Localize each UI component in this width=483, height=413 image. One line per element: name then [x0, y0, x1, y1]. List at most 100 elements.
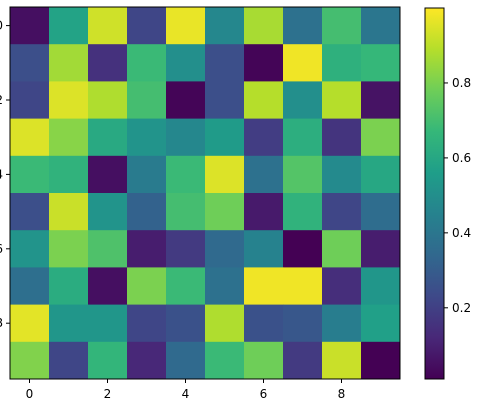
heatmap-cell-8-1: [49, 304, 89, 343]
heatmap-cell-7-3: [127, 267, 167, 306]
heatmap-cell-6-0: [10, 230, 50, 268]
heatmap-cell-4-0: [10, 155, 50, 194]
y-tick-label: 0: [0, 19, 3, 33]
heatmap-cell-1-2: [88, 44, 128, 82]
heatmap-cell-8-8: [322, 304, 362, 343]
heatmap-cell-8-5: [205, 304, 245, 343]
colorbar-tick-label: 0.8: [452, 76, 471, 90]
heatmap-cell-5-3: [127, 193, 167, 231]
heatmap-cell-1-9: [361, 44, 401, 82]
heatmap-cell-5-5: [205, 193, 245, 231]
heatmap-cell-3-9: [361, 118, 401, 157]
colorbar-ticks: 0.2 0.4 0.6 0.8: [444, 76, 471, 315]
heatmap-cell-6-7: [283, 230, 323, 268]
heatmap-cell-5-1: [49, 193, 89, 231]
heatmap-cell-7-9: [361, 267, 401, 306]
heatmap-cell-7-8: [322, 267, 362, 306]
colorbar-tick-label: 0.6: [452, 151, 471, 165]
heatmap-cell-3-4: [166, 118, 206, 157]
heatmap-cell-4-1: [49, 155, 89, 194]
heatmap-cell-1-0: [10, 44, 50, 82]
heatmap-cell-5-2: [88, 193, 128, 231]
heatmap-cell-9-0: [10, 341, 50, 380]
heatmap-cell-9-9: [361, 341, 401, 380]
heatmap-cell-7-4: [166, 267, 206, 306]
heatmap-cell-0-7: [283, 7, 323, 45]
heatmap-cell-8-9: [361, 304, 401, 343]
y-axis-ticks: 0 2 4 6 8: [0, 19, 10, 330]
heatmap-cell-9-5: [205, 341, 245, 380]
heatmap-cell-4-2: [88, 155, 128, 194]
heatmap-cell-7-6: [244, 267, 284, 306]
heatmap-cell-9-8: [322, 341, 362, 380]
plot-frame: [9, 6, 401, 380]
heatmap-cell-2-9: [361, 81, 401, 120]
heatmap-cell-4-5: [205, 155, 245, 194]
heatmap-cell-6-2: [88, 230, 128, 268]
colorbar-tick-label: 0.2: [452, 301, 471, 315]
heatmap-cell-2-4: [166, 81, 206, 120]
heatmap-cell-0-1: [49, 7, 89, 45]
heatmap-cell-3-0: [10, 118, 50, 157]
x-axis-ticks: 0 2 4 6 8: [26, 379, 346, 401]
heatmap-cell-7-5: [205, 267, 245, 306]
heatmap-cell-5-7: [283, 193, 323, 231]
heatmap-cell-0-4: [166, 7, 206, 45]
colorbar: [424, 7, 445, 380]
heatmap-cell-4-6: [244, 155, 284, 194]
heatmap-cell-3-8: [322, 118, 362, 157]
heatmap-cell-8-3: [127, 304, 167, 343]
heatmap-cell-6-4: [166, 230, 206, 268]
heatmap-cell-8-0: [10, 304, 50, 343]
x-tick-label: 0: [26, 387, 34, 401]
heatmap-cell-9-6: [244, 341, 284, 380]
heatmap-cell-5-6: [244, 193, 284, 231]
heatmap-cell-3-1: [49, 118, 89, 157]
heatmap-cell-0-6: [244, 7, 284, 45]
heatmap-cell-1-3: [127, 44, 167, 82]
heatmap-cell-0-0: [10, 7, 50, 45]
heatmap-cell-5-8: [322, 193, 362, 231]
heatmap-cell-6-5: [205, 230, 245, 268]
heatmap-cell-2-7: [283, 81, 323, 120]
heatmap-cell-1-1: [49, 44, 89, 82]
heatmap-cell-3-7: [283, 118, 323, 157]
heatmap-cell-6-3: [127, 230, 167, 268]
heatmap-cell-8-7: [283, 304, 323, 343]
heatmap-cell-0-8: [322, 7, 362, 45]
heatmap-cell-2-5: [205, 81, 245, 120]
x-tick-label: 6: [260, 387, 268, 401]
x-tick-label: 2: [104, 387, 112, 401]
heatmap-cell-5-4: [166, 193, 206, 231]
heatmap-cell-9-7: [283, 341, 323, 380]
heatmap-cell-6-8: [322, 230, 362, 268]
x-tick-label: 4: [182, 387, 190, 401]
heatmap-cell-9-3: [127, 341, 167, 380]
heatmap-cell-6-6: [244, 230, 284, 268]
heatmap-cell-2-1: [49, 81, 89, 120]
heatmap-cell-2-3: [127, 81, 167, 120]
heatmap-cell-6-9: [361, 230, 401, 268]
heatmap-cell-7-7: [283, 267, 323, 306]
heatmap-cell-3-3: [127, 118, 167, 157]
heatmap-cell-5-9: [361, 193, 401, 231]
heatmap-cell-9-2: [88, 341, 128, 380]
y-tick-label: 6: [0, 242, 3, 256]
colorbar-tick-label: 0.4: [452, 226, 471, 240]
heatmap-cell-4-3: [127, 155, 167, 194]
y-tick-label: 2: [0, 93, 3, 107]
heatmap-cells: [10, 7, 401, 380]
heatmap-cell-9-4: [166, 341, 206, 380]
heatmap-cell-3-5: [205, 118, 245, 157]
heatmap-cell-1-5: [205, 44, 245, 82]
heatmap-cell-0-2: [88, 7, 128, 45]
heatmap-cell-4-4: [166, 155, 206, 194]
heatmap-cell-2-8: [322, 81, 362, 120]
heatmap-cell-0-9: [361, 7, 401, 45]
heatmap-cell-8-4: [166, 304, 206, 343]
heatmap-cell-1-6: [244, 44, 284, 82]
y-tick-label: 4: [0, 167, 3, 181]
x-tick-label: 8: [338, 387, 346, 401]
heatmap-cell-7-2: [88, 267, 128, 306]
